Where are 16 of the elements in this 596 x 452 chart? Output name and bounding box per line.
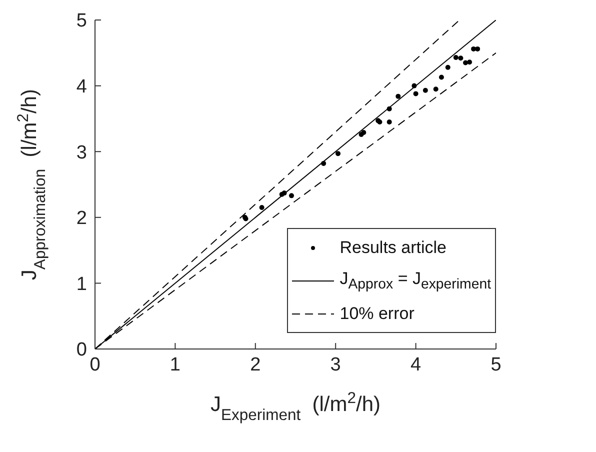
- x-tick-label: 3: [330, 354, 341, 376]
- y-tick-label: 2: [76, 208, 87, 230]
- legend-label: 10% error: [340, 304, 414, 324]
- y-tick-label: 1: [76, 274, 87, 295]
- x-tick-label: 0: [90, 354, 100, 376]
- y-tick-label: 5: [76, 10, 87, 32]
- x-tick-label: 5: [490, 354, 502, 376]
- y-tick-label: 3: [76, 142, 87, 164]
- y-tick-label: 4: [76, 76, 88, 98]
- x-tick-label: 4: [410, 354, 422, 376]
- legend-label: Results article: [340, 238, 446, 258]
- x-tick-label: 2: [250, 354, 261, 376]
- x-axis-title: J$_{Experiment}$ (l/m$^{2}$/h): [210, 390, 381, 424]
- y-tick-label: 0: [76, 340, 87, 361]
- x-tick-label: 1: [170, 354, 180, 376]
- legend-label: J$_{Approx}$ = J$_{experiment}$: [340, 268, 491, 292]
